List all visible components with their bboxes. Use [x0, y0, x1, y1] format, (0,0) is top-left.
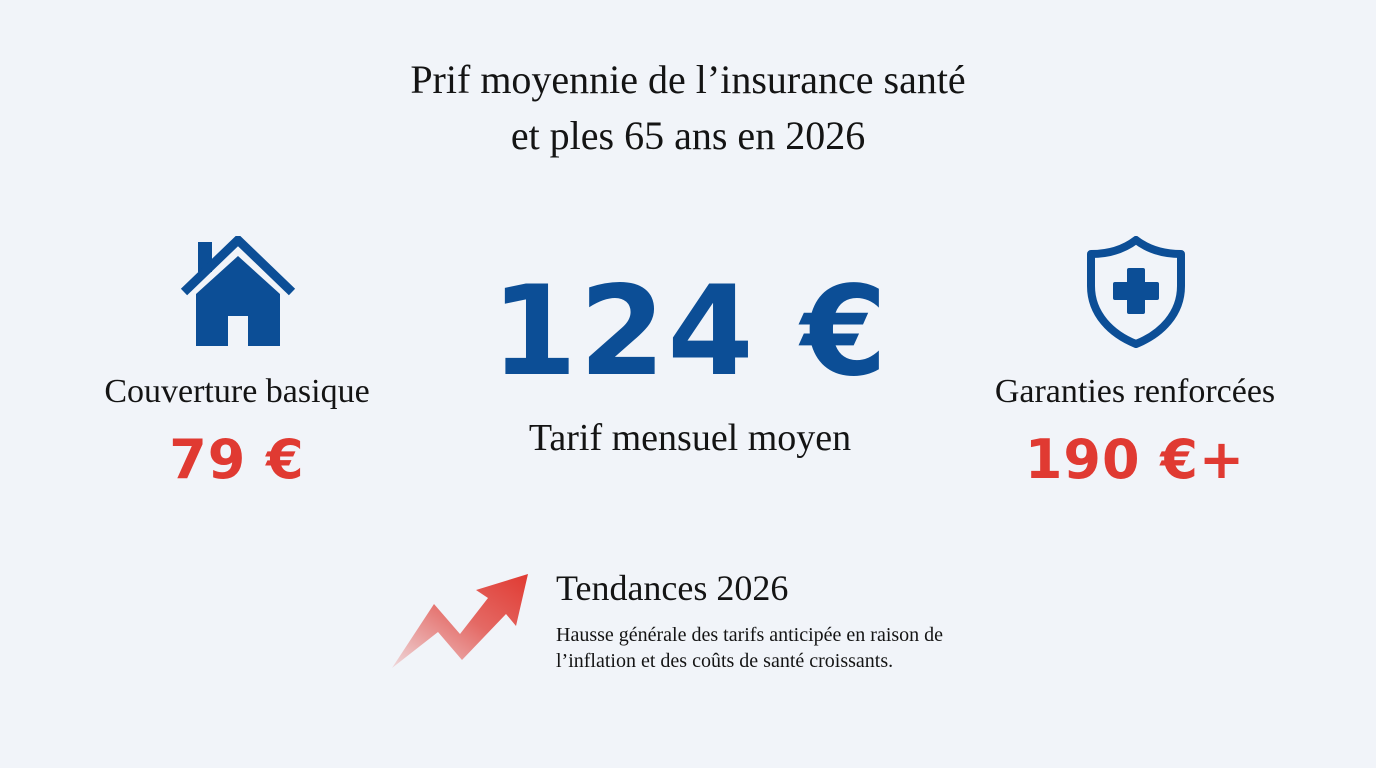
title-line-1: Prif moyennie de l’insurance santé — [410, 57, 966, 102]
trend-up-arrow-icon — [388, 570, 534, 675]
average-monthly-label: Tarif mensuel moyen — [528, 417, 852, 459]
trends-heading: Tendances 2026 — [556, 568, 789, 608]
title-line-2: et ples 65 ans en 2026 — [510, 113, 866, 158]
trends-description: Hausse générale des tarifs anticipée en … — [556, 624, 944, 672]
basic-coverage-label: Couverture basique — [104, 373, 370, 410]
basic-coverage-price: 79 € — [169, 428, 305, 491]
shield-plus-icon — [1087, 236, 1185, 353]
enhanced-coverage-price: 190 €+ — [1024, 428, 1246, 491]
enhanced-coverage-label: Garanties renforcées — [994, 373, 1276, 410]
average-monthly-price: 124 € — [490, 260, 890, 404]
page-title: Prif moyennie de l’insurance santé et pl… — [0, 52, 1376, 164]
house-icon — [180, 233, 296, 353]
